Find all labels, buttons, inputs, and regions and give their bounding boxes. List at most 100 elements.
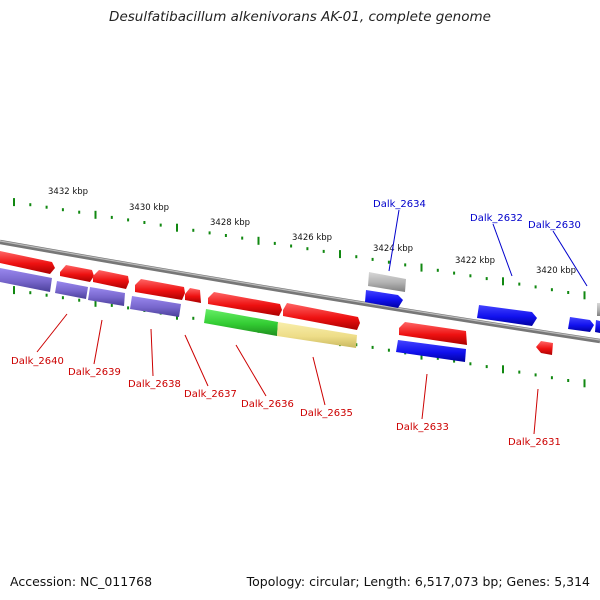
leader-dalk-2631 bbox=[533, 388, 539, 435]
gene-dalk-2638-purple[interactable] bbox=[88, 287, 125, 306]
upper-minor-tick bbox=[371, 257, 374, 261]
upper-minor-tick bbox=[127, 218, 130, 222]
upper-minor-tick bbox=[143, 221, 146, 224]
gene-dalk-2631-red[interactable] bbox=[536, 341, 553, 355]
gene-right-edge-blue[interactable] bbox=[595, 320, 600, 333]
lower-major-tick bbox=[13, 286, 15, 295]
upper-minor-tick bbox=[110, 215, 113, 219]
upper-minor-tick bbox=[78, 210, 81, 214]
lower-minor-tick bbox=[453, 359, 456, 363]
gene-label-dalk-2631[interactable]: Dalk_2631 bbox=[508, 437, 561, 448]
upper-minor-tick bbox=[469, 274, 472, 278]
lower-minor-tick bbox=[110, 303, 113, 307]
genome-title: Desulfatibacillum alkenivorans AK-01, co… bbox=[109, 9, 491, 25]
upper-minor-tick bbox=[436, 268, 439, 272]
leader-dalk-2637 bbox=[184, 334, 209, 387]
gene-dalk-2637-red[interactable] bbox=[135, 279, 185, 300]
gene-label-dalk-2636[interactable]: Dalk_2636 bbox=[241, 399, 294, 410]
gene-right-edge-gray[interactable] bbox=[597, 303, 600, 316]
gene-label-dalk-2637[interactable]: Dalk_2637 bbox=[184, 389, 237, 400]
gene-dalk-2640-red[interactable] bbox=[0, 251, 55, 274]
leader-dalk-2632 bbox=[492, 223, 513, 277]
gene-label-dalk-2630[interactable]: Dalk_2630 bbox=[528, 220, 581, 231]
genome-backbone bbox=[0, 239, 600, 344]
lower-minor-tick bbox=[127, 306, 130, 310]
upper-major-tick bbox=[176, 223, 178, 232]
label-leader-lines bbox=[36, 209, 588, 435]
lower-minor-tick bbox=[61, 296, 64, 300]
kbp-label-3420: 3420 kbp bbox=[536, 266, 576, 276]
leader-dalk-2640 bbox=[36, 313, 68, 353]
upper-major-tick bbox=[257, 236, 260, 245]
lower-major-tick bbox=[502, 365, 504, 374]
gene-dalk-2639-red[interactable] bbox=[60, 265, 94, 282]
leader-dalk-2630 bbox=[552, 230, 588, 287]
gene-dalk-2636-red[interactable] bbox=[208, 292, 282, 316]
upper-minor-tick bbox=[241, 236, 244, 240]
upper-minor-tick bbox=[485, 277, 488, 281]
gene-dalk-2637b-red[interactable] bbox=[185, 288, 201, 303]
genome-backbone-highlight bbox=[0, 240, 600, 341]
gene-dalk-2635-yellow[interactable] bbox=[277, 322, 357, 348]
upper-minor-tick bbox=[518, 282, 521, 286]
upper-minor-tick bbox=[290, 244, 293, 248]
upper-minor-tick bbox=[355, 255, 358, 259]
lower-minor-tick bbox=[534, 373, 537, 377]
upper-minor-tick bbox=[159, 223, 162, 227]
upper-minor-tick bbox=[322, 249, 325, 253]
gene-dalk-2634-gray[interactable] bbox=[368, 272, 406, 292]
gene-dalk-2640-purple[interactable] bbox=[0, 268, 52, 292]
gene-dalk-2636-green[interactable] bbox=[204, 309, 278, 336]
upper-major-tick bbox=[339, 250, 341, 259]
upper-major-tick bbox=[420, 263, 423, 272]
gene-dalk-2633-blue[interactable] bbox=[396, 340, 466, 362]
gene-label-dalk-2632[interactable]: Dalk_2632 bbox=[470, 213, 523, 224]
lower-minor-tick bbox=[485, 365, 488, 369]
kbp-label-3430: 3430 kbp bbox=[129, 203, 169, 213]
kbp-label-3422: 3422 kbp bbox=[455, 256, 495, 266]
gene-dalk-2633-red[interactable] bbox=[399, 322, 467, 345]
lower-major-tick bbox=[94, 298, 97, 307]
gene-label-dalk-2633[interactable]: Dalk_2633 bbox=[396, 422, 449, 433]
upper-major-tick bbox=[502, 277, 504, 286]
accession-text: Accession: NC_011768 bbox=[10, 574, 153, 589]
upper-minor-tick bbox=[45, 205, 48, 209]
lower-minor-tick bbox=[45, 293, 48, 297]
upper-major-tick bbox=[94, 210, 97, 219]
upper-major-tick bbox=[13, 198, 15, 207]
lower-minor-tick bbox=[436, 356, 439, 360]
lower-minor-tick bbox=[387, 348, 390, 352]
leader-dalk-2634 bbox=[388, 209, 400, 272]
leader-dalk-2633 bbox=[421, 373, 428, 420]
gene-dalk-2634-blue[interactable] bbox=[365, 290, 403, 308]
gene-dalk-2637-purple[interactable] bbox=[130, 296, 181, 317]
gene-dalk-2638-red[interactable] bbox=[93, 270, 129, 289]
upper-minor-tick bbox=[534, 285, 537, 289]
gene-features[interactable] bbox=[0, 251, 600, 362]
upper-minor-tick bbox=[550, 288, 553, 292]
gene-label-dalk-2639[interactable]: Dalk_2639 bbox=[68, 367, 121, 378]
upper-minor-tick bbox=[208, 231, 211, 235]
gene-label-dalk-2635[interactable]: Dalk_2635 bbox=[300, 408, 353, 419]
lower-minor-tick bbox=[355, 343, 358, 347]
upper-minor-tick bbox=[567, 291, 570, 294]
leader-dalk-2635 bbox=[312, 356, 326, 406]
scale-ticks-upper bbox=[13, 198, 586, 300]
gene-label-dalk-2638[interactable]: Dalk_2638 bbox=[128, 379, 181, 390]
upper-minor-tick bbox=[387, 260, 390, 264]
leader-dalk-2638 bbox=[150, 328, 154, 377]
gene-dalk-2630-blue[interactable] bbox=[568, 317, 594, 332]
gene-label-dalk-2634[interactable]: Dalk_2634 bbox=[373, 199, 426, 210]
upper-minor-tick bbox=[273, 241, 276, 245]
lower-minor-tick bbox=[371, 345, 374, 349]
gene-dalk-2639-purple[interactable] bbox=[55, 281, 88, 299]
lower-minor-tick bbox=[469, 362, 472, 366]
gene-dalk-2635-red[interactable] bbox=[283, 303, 360, 330]
upper-minor-tick bbox=[224, 234, 227, 237]
gene-dalk-2632-blue[interactable] bbox=[477, 305, 537, 326]
genome-summary-text: Topology: circular; Length: 6,517,073 bp… bbox=[246, 574, 590, 589]
upper-minor-tick bbox=[29, 203, 32, 207]
kbp-label-3428: 3428 kbp bbox=[210, 218, 250, 228]
gene-label-dalk-2640[interactable]: Dalk_2640 bbox=[11, 356, 64, 367]
